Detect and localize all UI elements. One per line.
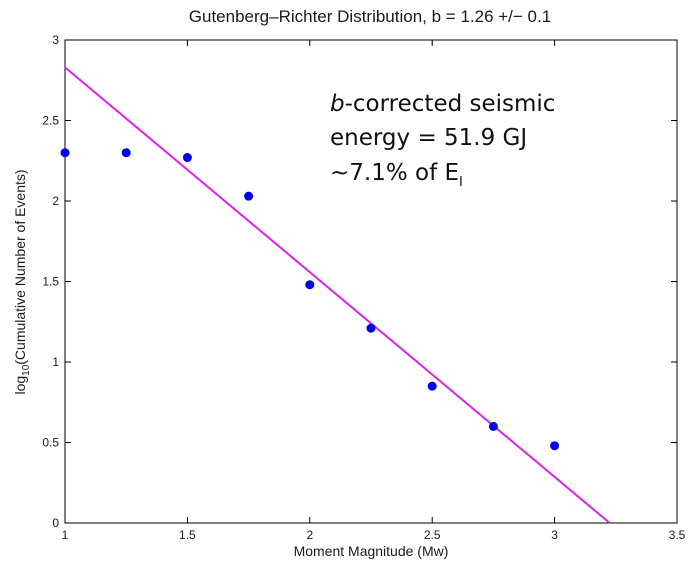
annotation-line-1: b-corrected seismic bbox=[330, 91, 555, 117]
data-point-6 bbox=[427, 381, 437, 391]
x-tick-label: 3.5 bbox=[669, 528, 686, 542]
data-point-3 bbox=[244, 191, 254, 201]
data-point-5 bbox=[366, 323, 376, 333]
y-tick-label: 2 bbox=[52, 194, 59, 208]
fit-line bbox=[64, 66, 611, 524]
chart-title: Gutenberg–Richter Distribution, b = 1.26… bbox=[189, 7, 551, 26]
annotation-block: b-corrected seismic energy = 51.9 GJ ~7.… bbox=[330, 91, 555, 190]
x-tick-label: 1.5 bbox=[179, 528, 196, 542]
y-tick-label: 0.5 bbox=[42, 436, 59, 450]
y-tick-label: 1.5 bbox=[42, 275, 59, 289]
x-tick-label: 2.5 bbox=[424, 528, 441, 542]
y-tick-label: 0 bbox=[52, 516, 59, 530]
annotation-line-3-main: ~7.1% of E bbox=[330, 160, 459, 186]
annotation-b-italic: b bbox=[330, 91, 345, 117]
y-tick-label: 3 bbox=[52, 33, 59, 47]
x-tick-label: 1 bbox=[62, 528, 69, 542]
annotation-line-2: energy = 51.9 GJ bbox=[330, 125, 527, 151]
annotation-line-3-sub: I bbox=[459, 175, 463, 190]
data-point-2 bbox=[182, 153, 192, 163]
annotation-line-1-rest: -corrected seismic bbox=[345, 91, 556, 117]
data-point-0 bbox=[60, 148, 70, 158]
x-axis-ticks: 1 1.5 2 2.5 3 3.5 bbox=[62, 40, 686, 542]
data-point-8 bbox=[550, 441, 560, 451]
y-tick-label: 2.5 bbox=[42, 114, 59, 128]
y-axis-ticks: 0 0.5 1 1.5 2 2.5 3 bbox=[42, 33, 677, 530]
y-axis-label-sub: 10 bbox=[21, 364, 32, 376]
x-axis-label: Moment Magnitude (Mw) bbox=[294, 543, 449, 559]
y-tick-label: 1 bbox=[52, 355, 59, 369]
data-point-7 bbox=[488, 421, 498, 431]
data-points bbox=[60, 148, 560, 451]
annotation-line-3: ~7.1% of EI bbox=[330, 160, 463, 190]
y-axis-label-log: log bbox=[12, 376, 28, 395]
y-axis-label-rest: (Cumulative Number of Events) bbox=[12, 169, 28, 364]
x-tick-label: 2 bbox=[306, 528, 313, 542]
x-tick-label: 3 bbox=[551, 528, 558, 542]
data-point-4 bbox=[305, 280, 315, 290]
data-point-1 bbox=[121, 148, 131, 158]
y-axis-label: log10(Cumulative Number of Events) bbox=[12, 169, 32, 394]
